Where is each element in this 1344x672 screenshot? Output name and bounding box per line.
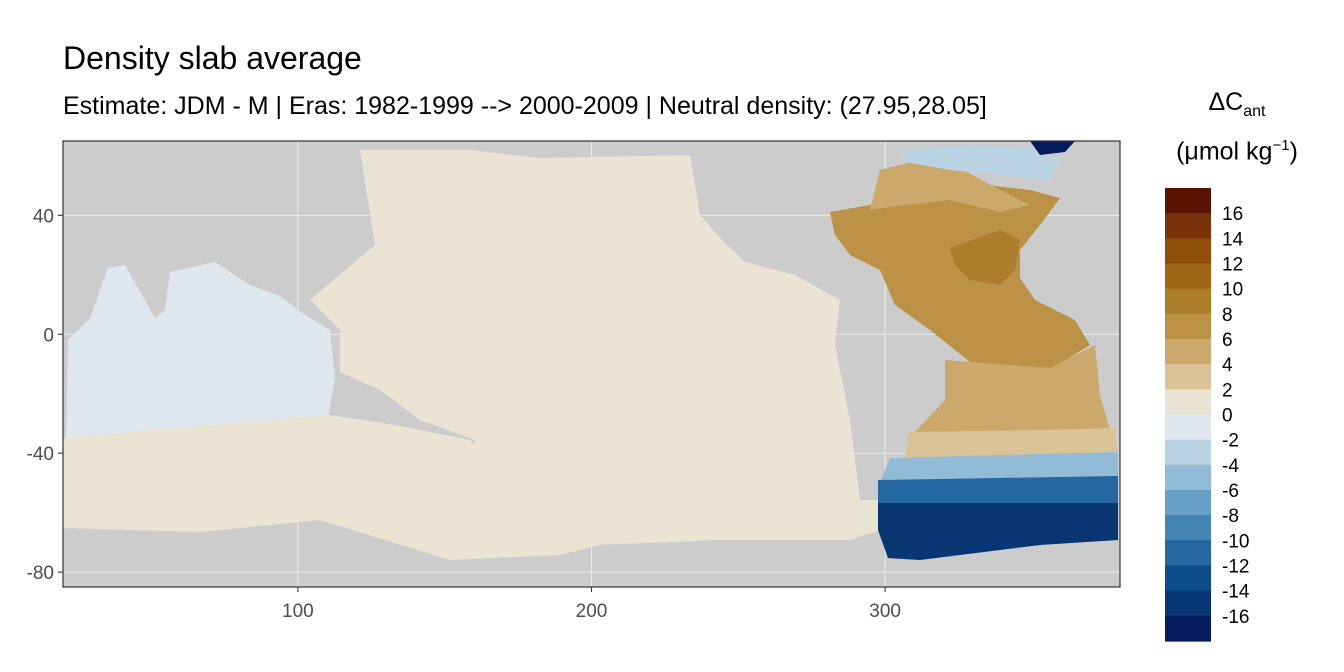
x-tick-label: 300 xyxy=(869,601,901,622)
legend-swatch xyxy=(1165,364,1211,390)
legend-break-label: -4 xyxy=(1222,456,1239,477)
legend-break-label: -16 xyxy=(1222,607,1249,628)
y-tick-label: 40 xyxy=(33,206,54,227)
legend-swatch xyxy=(1165,238,1211,265)
legend-swatch xyxy=(1165,565,1211,592)
y-tick-label: -80 xyxy=(27,563,54,584)
legend-swatch xyxy=(1165,615,1211,642)
legend-break-label: 0 xyxy=(1222,406,1233,427)
region-atlantic-45s xyxy=(880,452,1118,482)
legend-swatch xyxy=(1165,540,1211,567)
region-labrador xyxy=(1030,141,1075,155)
region-indian xyxy=(66,262,335,438)
x-tick-label: 200 xyxy=(576,601,608,622)
legend-swatch xyxy=(1165,490,1211,516)
y-tick-label: -40 xyxy=(27,444,54,465)
legend-unit-suffix: ) xyxy=(1289,137,1298,166)
legend-swatch xyxy=(1165,263,1211,290)
legend-break-label: 8 xyxy=(1222,305,1233,326)
region-atlantic-tropical xyxy=(915,345,1110,438)
legend-symbol: ΔC xyxy=(1208,88,1244,116)
legend-swatch xyxy=(1165,590,1211,617)
legend-swatch xyxy=(1165,464,1211,491)
legend-swatch xyxy=(1165,389,1211,416)
legend-swatch xyxy=(1165,339,1211,365)
legend-break-label: -2 xyxy=(1222,431,1239,452)
legend-swatch xyxy=(1165,439,1211,466)
legend-break-label: 10 xyxy=(1222,280,1243,301)
legend-unit-sup: −1 xyxy=(1272,137,1290,154)
legend-colorbar: 16 14 12 10 8 6 4 2 0 -2 -4 -6 -8 -10 -12 -14 -16 xyxy=(1165,188,1250,642)
legend-swatch xyxy=(1165,213,1211,239)
legend-break-label: 4 xyxy=(1222,355,1233,376)
region-subpolar xyxy=(870,160,1030,212)
legend-break-label: 6 xyxy=(1222,330,1233,351)
legend-title-unit: (μmol kg−1) xyxy=(1162,137,1312,166)
legend-subscript: ant xyxy=(1243,103,1266,120)
region-atlantic-55s xyxy=(878,476,1118,505)
region-atlantic-north xyxy=(830,182,1090,370)
legend-break-label: -10 xyxy=(1222,531,1249,552)
legend-unit-prefix: (μmol kg xyxy=(1176,137,1273,166)
legend-swatch xyxy=(1165,414,1211,441)
x-tick-label: 100 xyxy=(282,601,314,622)
legend-break-label: 12 xyxy=(1222,255,1243,276)
region-atlantic-subtropical xyxy=(950,230,1020,285)
legend-break-label: 2 xyxy=(1222,380,1233,401)
y-tick-label: 0 xyxy=(43,325,54,346)
legend-title-symbol: ΔCant xyxy=(1162,88,1312,121)
region-nordic xyxy=(900,145,1060,180)
legend-break-label: -6 xyxy=(1222,481,1239,502)
legend-break-label: -14 xyxy=(1222,582,1250,603)
region-pacific xyxy=(310,150,900,548)
region-atlantic-south xyxy=(905,428,1118,460)
legend-swatch xyxy=(1165,188,1211,214)
legend-swatch xyxy=(1165,515,1211,541)
legend-swatch xyxy=(1165,313,1211,340)
legend-break-label: -12 xyxy=(1222,557,1249,578)
region-atlantic-65s xyxy=(878,503,1118,560)
chart-title: Density slab average xyxy=(63,40,362,76)
chart-subtitle: Estimate: JDM - M | Eras: 1982-1999 --> … xyxy=(63,92,987,120)
legend-break-label: -8 xyxy=(1222,506,1239,527)
legend-break-label: 14 xyxy=(1222,229,1244,250)
region-southern-indopacific xyxy=(63,415,880,560)
ocean-regions xyxy=(63,141,1118,560)
legend-break-label: 16 xyxy=(1222,204,1243,225)
legend-swatch xyxy=(1165,288,1211,315)
